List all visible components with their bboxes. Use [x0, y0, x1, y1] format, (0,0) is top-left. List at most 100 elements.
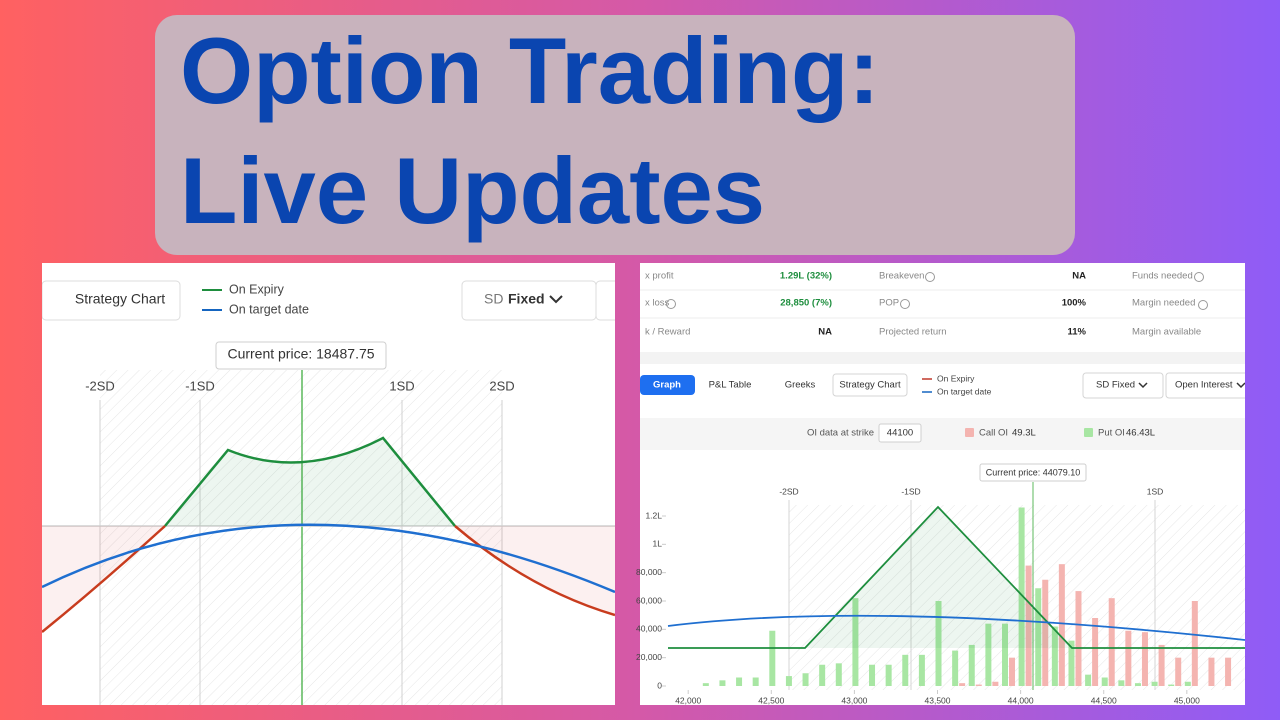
- info-icon[interactable]: [1194, 272, 1204, 282]
- stat-label: x profit: [645, 271, 674, 282]
- put-oi-bar: [769, 630, 776, 686]
- call-oi-bar: [992, 681, 999, 686]
- tab-box[interactable]: [42, 280, 181, 321]
- y-tick-label: 1L: [653, 539, 663, 549]
- right-panel: [640, 263, 1256, 705]
- x-tick-label: 45,000: [1174, 695, 1200, 705]
- oi-row: [640, 418, 1245, 450]
- put-oi-bar: [785, 676, 792, 686]
- call-oi-bar: [1092, 618, 1099, 686]
- call-oi-bar: [1125, 630, 1132, 686]
- put-oi-bar: [1051, 626, 1058, 686]
- sd-dropdown[interactable]: [1082, 372, 1164, 399]
- sd-label: 1SD: [389, 378, 414, 393]
- info-icon[interactable]: [1198, 300, 1208, 310]
- tab-label[interactable]: Greeks: [785, 380, 816, 391]
- call-oi-bar: [1141, 632, 1148, 686]
- left-panel: [42, 263, 636, 705]
- y-tick-label: 20,000: [636, 652, 662, 662]
- tab-label[interactable]: P&L Table: [709, 380, 752, 391]
- put-oi-bar: [918, 654, 925, 686]
- oi-value: 46.43L: [1126, 428, 1155, 439]
- stat-value: 1.29L (32%): [780, 271, 832, 282]
- put-oi-bar: [1101, 677, 1108, 686]
- put-oi-bar: [852, 598, 859, 686]
- put-oi-bar: [885, 664, 892, 686]
- info-icon[interactable]: [925, 272, 935, 282]
- stat-label: POP: [879, 298, 899, 309]
- strike-input[interactable]: [878, 423, 922, 443]
- stat-label: Funds needed: [1132, 271, 1193, 282]
- sd-label: -2SD: [779, 486, 798, 496]
- title: Option Trading:: [180, 18, 880, 123]
- stat-label: k / Reward: [645, 327, 690, 338]
- put-oi-bar: [802, 673, 809, 686]
- stat-value: 11%: [1068, 327, 1087, 338]
- call-oi-bar: [975, 684, 982, 686]
- x-tick-label: 42,500: [758, 695, 784, 705]
- put-oi-bar: [1035, 588, 1042, 686]
- stat-value: 100%: [1062, 298, 1087, 309]
- call-oi-bar: [1075, 591, 1082, 686]
- dropdown-box[interactable]: [595, 280, 636, 321]
- put-oi-bar: [1134, 683, 1141, 686]
- oi-label: Call OI: [979, 428, 1008, 439]
- call-oi-bar: [959, 683, 966, 686]
- profit-area: [805, 507, 1072, 648]
- call-oi-bar: [1025, 565, 1032, 686]
- y-tick-label: 80,000: [636, 567, 662, 577]
- put-oi-bar: [835, 663, 842, 686]
- stat-value: NA: [1072, 271, 1086, 282]
- put-oi-bar: [1118, 680, 1125, 686]
- y-tick-label: 1.2L: [645, 510, 662, 520]
- oi-bars: [662, 507, 1232, 694]
- target-date-curve: [667, 614, 1245, 641]
- stat-value: NA: [818, 327, 832, 338]
- put-oi-bar: [1018, 507, 1025, 686]
- title: Live Updates: [180, 138, 765, 243]
- sd-label: -1SD: [185, 378, 215, 393]
- stat-label: Margin needed: [1132, 298, 1195, 309]
- loss-area: [455, 526, 615, 615]
- expiry-curve-loss: [454, 525, 615, 617]
- info-icon[interactable]: [666, 299, 676, 309]
- dropdown-label[interactable]: SD Fixed: [1096, 380, 1135, 391]
- y-tick-label: 40,000: [636, 624, 662, 634]
- dropdown-prefix: SD: [484, 291, 503, 307]
- tab-active[interactable]: [640, 375, 695, 395]
- x-tick-label: 44,500: [1091, 695, 1117, 705]
- tab-label[interactable]: Strategy Chart: [75, 291, 165, 307]
- dropdown-value: Fixed: [508, 291, 545, 307]
- put-oi-bar: [1184, 681, 1191, 686]
- legend-label: On target date: [937, 386, 992, 396]
- title-box: [155, 15, 1075, 255]
- oi-strike: 44100: [887, 428, 913, 439]
- x-tick-label: 42,000: [675, 695, 701, 705]
- target-date-curve: [42, 523, 615, 594]
- call-oi-bar: [1225, 657, 1232, 686]
- dropdown-label[interactable]: Open Interest: [1175, 380, 1233, 391]
- info-icon[interactable]: [900, 299, 910, 309]
- call-oi-bar: [1191, 601, 1198, 686]
- sd-label: 1SD: [1147, 486, 1164, 496]
- tab-box[interactable]: [832, 373, 908, 397]
- tab-label[interactable]: Strategy Chart: [839, 380, 901, 391]
- current-price-box: [979, 463, 1087, 482]
- put-oi-bar: [819, 664, 826, 686]
- put-oi-bar: [736, 677, 743, 686]
- current-price: Current price: 44079.10: [986, 467, 1081, 477]
- call-oi-bar: [1042, 579, 1049, 686]
- chevron: [549, 295, 563, 304]
- oi-dropdown[interactable]: [1165, 372, 1256, 399]
- put-swatch: [1084, 428, 1093, 437]
- put-oi-bar: [869, 664, 876, 686]
- tab-label[interactable]: Graph: [653, 380, 681, 391]
- put-oi-bar: [719, 680, 726, 686]
- call-oi-bar: [1158, 644, 1165, 686]
- put-oi-bar: [902, 654, 909, 686]
- sd-hatch: [789, 505, 1245, 690]
- y-tick-label: 0: [657, 680, 662, 690]
- current-price-box: [215, 341, 387, 370]
- sd-label: -2SD: [85, 378, 115, 393]
